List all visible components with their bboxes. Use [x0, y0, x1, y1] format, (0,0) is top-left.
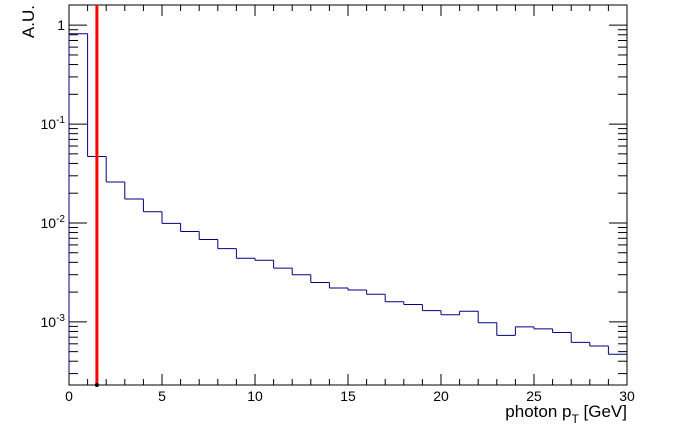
y-tick-label-exponent: -1 — [56, 115, 65, 126]
y-tick-label: 10-1 — [41, 115, 66, 132]
x-axis: 0 5 10 15 20 25 30 — [65, 5, 635, 404]
x-tick-label: 25 — [526, 388, 542, 404]
y-tick-label-exponent: -2 — [56, 214, 65, 225]
y-tick-label: 10-3 — [41, 313, 66, 330]
x-axis-title-main: photon p — [505, 402, 571, 421]
histogram — [68, 33, 627, 385]
y-tick-label: 1 — [57, 17, 65, 33]
x-tick-label: 0 — [65, 388, 73, 404]
x-tick-label: 15 — [340, 388, 356, 404]
y-tick-label-base: 10 — [41, 116, 57, 132]
cut-line-marker — [94, 383, 99, 387]
y-axis: 110-110-210-3 — [41, 17, 627, 375]
x-axis-title: photon pT [GeV] — [505, 402, 627, 426]
x-axis-title-unit: [GeV] — [579, 402, 627, 421]
y-tick-label: 10-2 — [41, 214, 66, 231]
cut-line-group — [94, 5, 99, 387]
y-axis-title: A.U. — [19, 5, 38, 38]
y-tick-label-exponent: -3 — [56, 313, 65, 324]
x-tick-label: 20 — [433, 388, 449, 404]
x-axis-title-subscript: T — [571, 412, 579, 426]
x-tick-label: 5 — [158, 388, 166, 404]
y-tick-label-base: 10 — [41, 215, 57, 231]
x-tick-label: 30 — [619, 388, 635, 404]
y-tick-label-base: 10 — [41, 314, 57, 330]
y-tick-label-base: 1 — [57, 17, 65, 33]
x-tick-label: 10 — [247, 388, 263, 404]
